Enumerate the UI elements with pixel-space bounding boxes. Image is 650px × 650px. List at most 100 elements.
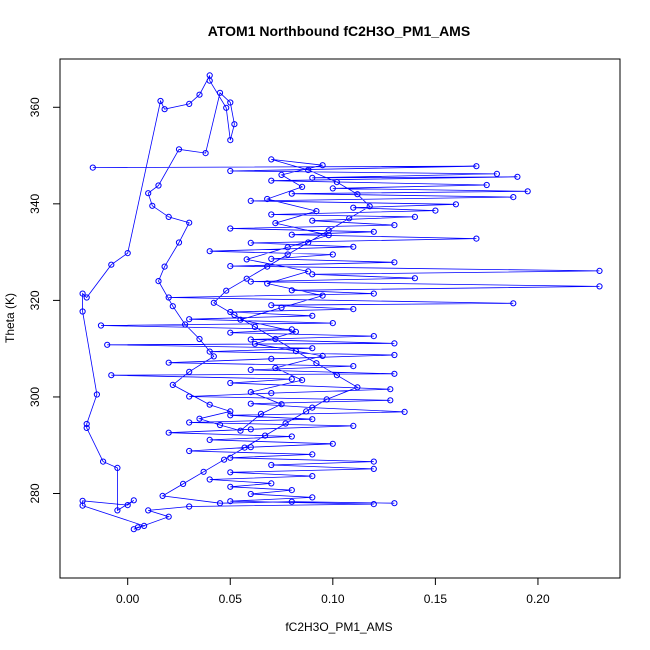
data-point [145,507,152,514]
data-point [524,188,531,195]
data-point [309,416,316,423]
data-point [227,454,234,461]
data-point [231,121,238,128]
data-point [227,329,234,336]
data-point [165,513,172,520]
data-point [268,211,275,218]
data-point [237,427,244,434]
data-point [305,268,312,275]
data-point [221,456,228,463]
y-axis: 280 300 320 340 360 [28,97,61,504]
data-point [186,503,193,510]
data-point [288,498,295,505]
plot-layer [79,72,603,533]
data-point [243,256,250,263]
data-point [264,195,271,203]
data-point [169,303,176,310]
data-point [114,507,121,514]
x-tick-label: 0.10 [321,592,345,606]
data-point [79,290,86,297]
y-tick-label: 280 [28,483,42,503]
y-tick-label: 300 [28,387,42,407]
data-point [329,320,336,327]
data-point [165,359,172,366]
data-point [288,487,295,494]
data-point [206,436,213,443]
data-point [169,381,176,388]
data-point [165,429,172,436]
data-point [206,248,213,255]
data-point [175,239,183,246]
data-point [282,420,289,427]
data-point [202,150,209,157]
data-point [196,91,203,98]
data-point [79,497,86,504]
data-point [227,483,234,490]
data-point [329,185,336,192]
data-point [216,89,224,96]
data-point [237,316,244,323]
data-point [313,360,320,367]
data-point [264,263,271,270]
data-point [346,215,353,222]
data-point [104,341,111,348]
data-point [186,219,193,226]
x-axis: 0.00 0.05 0.10 0.15 0.20 [116,577,550,606]
data-point [196,335,203,343]
data-point [350,243,357,250]
data-point [247,389,254,396]
data-point [370,228,377,235]
data-point [227,167,234,175]
data-point [268,255,275,262]
data-point [272,364,279,372]
data-point [93,391,101,398]
data-point [241,444,248,451]
y-tick-label: 340 [28,194,42,214]
data-point [247,490,254,498]
data-point [288,231,295,238]
data-point [210,353,217,360]
data-point [227,137,234,144]
data-point [387,386,394,393]
data-point [223,287,230,294]
data-point [216,421,224,429]
data-point [323,396,330,403]
data-point [186,419,193,426]
data-point [309,312,316,319]
data-point [309,174,316,181]
data-point [100,458,107,465]
data-point [514,173,521,180]
data-point [284,244,291,251]
data-point [165,213,172,220]
data-point [186,393,193,400]
x-axis-label: fC2H3O_PM1_AMS [285,620,392,634]
data-point [288,376,295,383]
data-point [292,328,299,335]
data-point [180,480,187,487]
data-point [333,179,340,186]
data-point [268,156,275,163]
data-point [299,183,306,190]
data-point [108,372,115,379]
y-tick-label: 320 [28,290,42,310]
data-point [309,271,316,278]
data-point [411,213,418,220]
data-point [350,204,357,211]
data-point [354,191,361,198]
data-point [227,99,234,106]
data-point [292,348,299,355]
data-point [262,432,269,439]
data-point [247,426,254,433]
data-point [350,422,357,429]
data-point [596,267,603,274]
data-point [268,480,275,487]
data-point [268,302,275,309]
chart-title: ATOM1 Northbound fC2H3O_PM1_AMS [208,23,470,39]
data-point [299,377,306,384]
data-point [387,397,394,404]
data-point [161,263,168,270]
series-line [82,75,600,530]
data-point [288,287,295,294]
data-point [309,451,316,458]
data-point [309,473,316,480]
